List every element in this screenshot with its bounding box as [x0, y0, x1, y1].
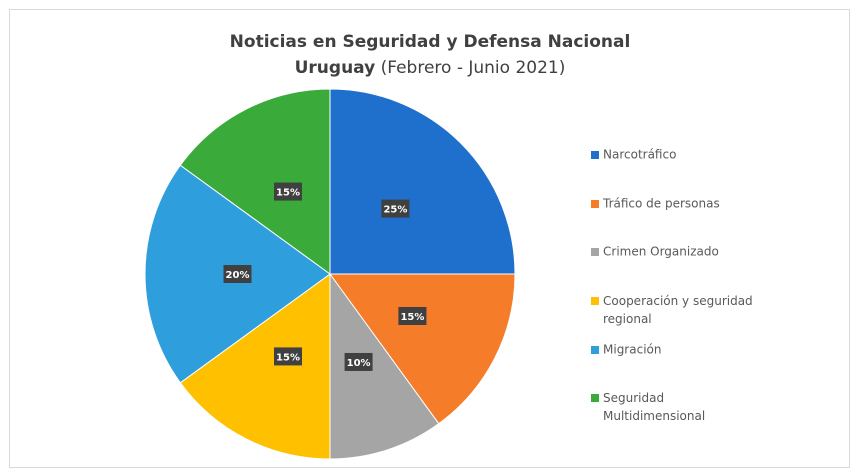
legend-label: Crimen Organizado: [603, 245, 719, 259]
data-label-box: [398, 306, 427, 325]
legend-label: Migración: [603, 343, 661, 357]
data-label-box: [223, 265, 252, 283]
data-label: 10%: [347, 358, 371, 369]
chart-subtitle: Uruguay (Febrero - Junio 2021): [295, 58, 566, 78]
legend-label: Narcotráfico: [603, 148, 676, 162]
pie-slice: [179, 273, 331, 460]
subtitle-bold: Uruguay: [295, 58, 376, 78]
pie-slice: [329, 88, 516, 275]
chart-title: Noticias en Seguridad y Defensa Nacional: [230, 32, 631, 52]
data-label-box: [274, 347, 303, 366]
data-label-box: [344, 352, 373, 371]
legend-label: Tráfico de personas: [602, 197, 720, 211]
legend-label-line: Seguridad: [603, 391, 664, 405]
data-label: 15%: [400, 312, 424, 323]
legend-swatch: [591, 200, 599, 208]
legend-swatch: [591, 297, 599, 305]
data-label-box: [381, 199, 410, 218]
legend-label-line: regional: [603, 312, 652, 326]
legend-swatch: [591, 151, 599, 159]
legend-swatch: [591, 346, 599, 354]
legend-label: Cooperación y seguridad regional: [603, 294, 753, 326]
data-label: 15%: [276, 188, 300, 199]
pie-slice: [329, 273, 516, 425]
subtitle-period: (Febrero - Junio 2021): [381, 58, 566, 78]
data-label-box: [274, 182, 303, 201]
pie-slice: [179, 88, 331, 275]
legend-swatch: [591, 394, 599, 402]
legend-label: Seguridad Multidimensional: [603, 391, 705, 423]
legend-label-line: Cooperación y seguridad: [603, 294, 753, 308]
data-label: 25%: [383, 205, 407, 216]
data-label: 20%: [226, 270, 250, 281]
pie-slice: [329, 272, 440, 460]
legend-swatch: [591, 248, 599, 256]
legend-label-line: Multidimensional: [603, 409, 705, 423]
data-label: 15%: [276, 352, 300, 363]
